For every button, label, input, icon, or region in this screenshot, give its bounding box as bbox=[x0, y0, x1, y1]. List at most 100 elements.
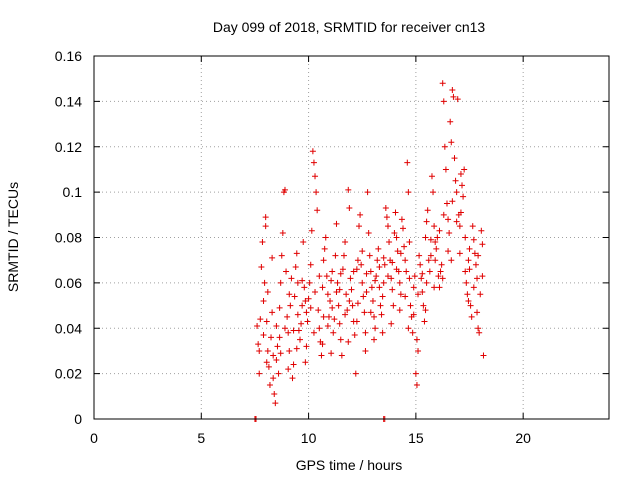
data-point bbox=[292, 263, 299, 270]
data-point bbox=[352, 370, 359, 377]
data-point bbox=[411, 273, 418, 280]
data-point bbox=[363, 288, 370, 295]
data-point bbox=[421, 318, 428, 325]
data-point bbox=[256, 370, 263, 377]
data-point bbox=[454, 96, 461, 103]
data-point bbox=[351, 332, 358, 339]
data-point bbox=[318, 352, 325, 359]
data-point bbox=[304, 318, 311, 325]
data-point bbox=[262, 214, 269, 221]
data-point bbox=[327, 298, 334, 305]
data-point bbox=[347, 275, 354, 282]
data-point bbox=[413, 336, 420, 343]
data-point bbox=[313, 189, 320, 196]
x-tick-label: 20 bbox=[515, 430, 531, 446]
data-point bbox=[334, 279, 341, 286]
data-point bbox=[400, 225, 406, 232]
data-point bbox=[380, 254, 387, 261]
data-point bbox=[257, 316, 264, 323]
y-tick-label: 0.16 bbox=[55, 48, 82, 64]
data-point bbox=[453, 189, 460, 196]
y-tick-label: 0.04 bbox=[55, 320, 82, 336]
data-point bbox=[372, 277, 379, 284]
data-point bbox=[255, 341, 262, 348]
data-point bbox=[410, 311, 417, 318]
data-point bbox=[402, 293, 409, 300]
data-point bbox=[416, 252, 423, 259]
data-point bbox=[405, 325, 412, 332]
data-point bbox=[274, 343, 281, 350]
data-point bbox=[328, 350, 335, 357]
data-point bbox=[428, 173, 435, 180]
data-point bbox=[287, 302, 294, 309]
data-point bbox=[392, 209, 399, 216]
data-point bbox=[457, 209, 464, 216]
data-point bbox=[446, 229, 453, 236]
data-point bbox=[389, 259, 396, 266]
data-point bbox=[384, 273, 391, 280]
data-point bbox=[270, 375, 277, 382]
data-point bbox=[301, 284, 308, 291]
data-point bbox=[476, 329, 483, 336]
data-point bbox=[442, 166, 449, 173]
data-point bbox=[325, 313, 332, 320]
data-point bbox=[427, 252, 434, 259]
data-point bbox=[436, 284, 443, 291]
data-point bbox=[388, 320, 395, 327]
data-point bbox=[422, 234, 429, 241]
data-point bbox=[459, 182, 466, 189]
data-point bbox=[362, 347, 369, 354]
data-point bbox=[328, 277, 335, 284]
data-point bbox=[477, 291, 484, 298]
y-tick-label: 0 bbox=[74, 411, 82, 427]
data-point bbox=[422, 307, 429, 314]
data-point bbox=[441, 143, 448, 150]
data-point bbox=[439, 80, 446, 87]
data-point bbox=[337, 336, 344, 343]
data-point bbox=[291, 293, 298, 300]
data-point bbox=[335, 302, 342, 309]
data-point bbox=[286, 291, 293, 298]
data-point bbox=[298, 320, 305, 327]
data-point bbox=[269, 254, 276, 261]
data-point bbox=[263, 318, 270, 325]
data-point bbox=[404, 159, 411, 166]
data-point bbox=[299, 302, 306, 309]
data-point bbox=[407, 302, 414, 309]
data-point bbox=[336, 286, 343, 293]
data-point bbox=[346, 205, 353, 212]
y-axis-label: SRMTID / TECUs bbox=[5, 182, 21, 292]
y-tick-label: 0.14 bbox=[55, 93, 82, 109]
data-point bbox=[448, 257, 455, 264]
data-point bbox=[312, 288, 319, 295]
data-point bbox=[445, 216, 452, 223]
data-point bbox=[465, 257, 472, 264]
data-point bbox=[361, 309, 368, 316]
data-point bbox=[302, 359, 309, 366]
data-point bbox=[319, 341, 326, 348]
data-point bbox=[276, 304, 283, 311]
data-point bbox=[470, 236, 477, 243]
data-point bbox=[278, 252, 285, 259]
data-point bbox=[314, 207, 321, 214]
data-point bbox=[431, 223, 438, 230]
data-point bbox=[439, 275, 446, 282]
data-point bbox=[305, 295, 312, 302]
data-point bbox=[366, 252, 373, 259]
data-point bbox=[281, 186, 288, 193]
data-point bbox=[320, 313, 327, 320]
data-point bbox=[371, 336, 378, 343]
data-point bbox=[307, 261, 314, 268]
data-point bbox=[431, 284, 438, 291]
data-point bbox=[464, 291, 471, 298]
data-point bbox=[338, 352, 345, 359]
data-point bbox=[396, 307, 403, 314]
data-point bbox=[479, 241, 486, 248]
data-point bbox=[319, 284, 326, 291]
data-point bbox=[373, 273, 380, 280]
data-point bbox=[462, 234, 469, 241]
data-point bbox=[445, 248, 452, 255]
data-point bbox=[375, 245, 382, 252]
data-point bbox=[294, 311, 301, 318]
data-point bbox=[322, 234, 329, 241]
